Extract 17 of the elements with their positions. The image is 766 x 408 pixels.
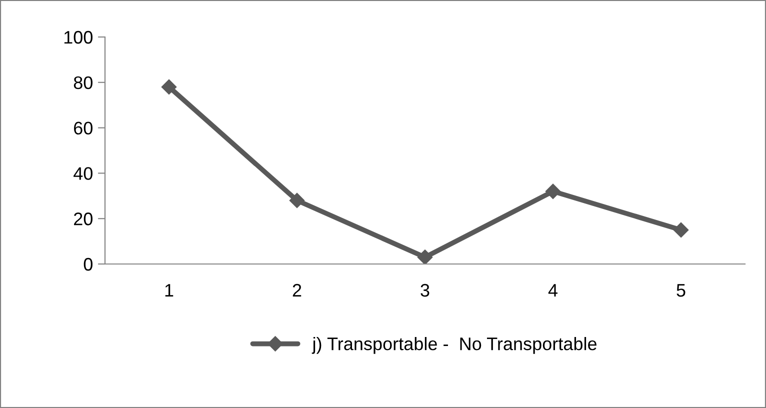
x-tick-label: 1 [165, 284, 174, 297]
point [417, 250, 433, 264]
y-tick-label: 0 [84, 258, 92, 271]
y-tick-label: 60 [74, 122, 92, 135]
y-tick-label: 40 [74, 167, 92, 180]
x-tick-label: 3 [420, 284, 430, 297]
y-tick-label: 100 [64, 30, 92, 44]
point [289, 192, 305, 208]
x-tick-label: 4 [548, 284, 558, 297]
legend-label: j) Transportable - No Transportable [312, 337, 597, 354]
x-tick-label: 2 [292, 284, 302, 297]
x-tick-label: 5 [676, 284, 686, 297]
y-tick-label: 80 [74, 76, 92, 90]
point [673, 222, 689, 238]
point [545, 184, 561, 199]
point [161, 79, 177, 95]
y-tick-label: 20 [74, 212, 92, 226]
